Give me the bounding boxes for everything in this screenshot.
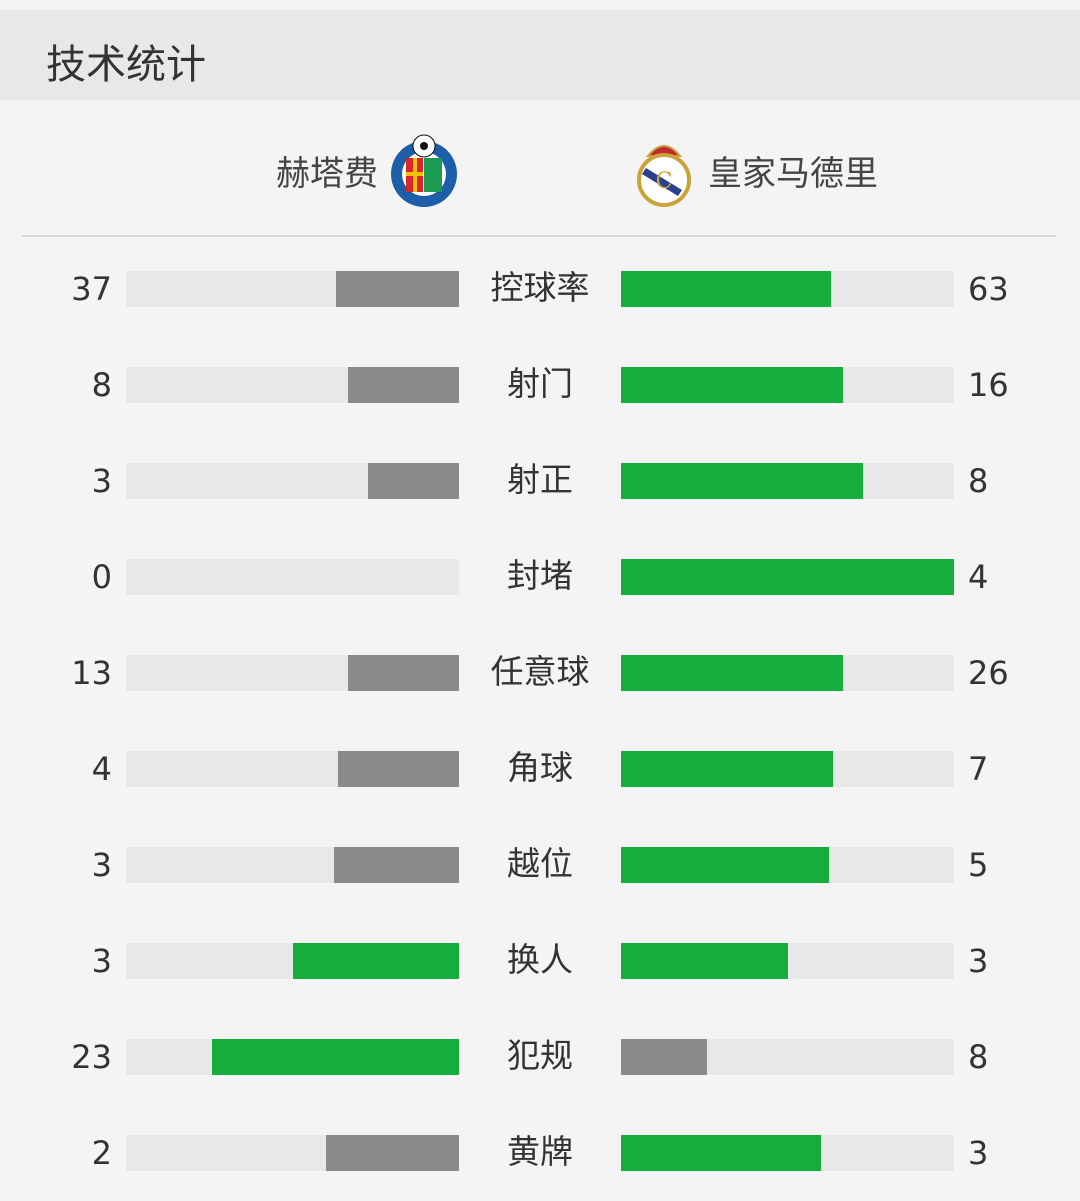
- home-bar-fill: [348, 367, 459, 403]
- away-bar-track: [621, 271, 954, 307]
- home-bar-track: [126, 1135, 459, 1171]
- page-title: 技术统计: [46, 42, 206, 88]
- header-bar: 技术统计: [0, 10, 1080, 100]
- home-bar-fill: [334, 847, 459, 883]
- stat-label: 角球: [507, 748, 573, 787]
- stat-row: 13 任意球 26: [0, 625, 1080, 721]
- away-value: 5: [968, 846, 989, 884]
- divider: [22, 235, 1056, 237]
- home-value: 3: [91, 462, 112, 500]
- away-bar-fill: [621, 655, 843, 691]
- stat-label: 任意球: [490, 652, 590, 691]
- home-value: 23: [71, 1038, 112, 1076]
- home-team-name: 赫塔费: [276, 153, 378, 194]
- home-bar-track: [126, 847, 459, 883]
- away-value: 8: [968, 1038, 989, 1076]
- home-value: 0: [91, 558, 112, 596]
- home-bar-track: [126, 655, 459, 691]
- away-bar-track: [621, 943, 954, 979]
- stats-list: 37 控球率 63 8 射门 16 3 射正 8 0 封堵 4 13 任意球 2…: [0, 241, 1080, 1201]
- stat-row: 23 犯规 8: [0, 1009, 1080, 1105]
- stat-row: 3 换人 3: [0, 913, 1080, 1009]
- away-bar-fill: [621, 271, 831, 307]
- stat-row: 3 射正 8: [0, 433, 1080, 529]
- away-bar-fill: [621, 943, 788, 979]
- away-value: 63: [968, 270, 1009, 308]
- home-bar-fill: [325, 1135, 459, 1171]
- away-value: 16: [968, 366, 1009, 404]
- home-value: 37: [71, 270, 112, 308]
- away-value: 3: [968, 1134, 989, 1172]
- away-bar-track: [621, 655, 954, 691]
- stat-label: 控球率: [490, 268, 590, 307]
- stat-label: 越位: [507, 844, 573, 883]
- away-value: 3: [968, 942, 989, 980]
- away-bar-fill: [621, 463, 864, 499]
- home-value: 3: [91, 846, 112, 884]
- away-bar-track: [621, 367, 954, 403]
- home-bar-fill: [211, 1039, 459, 1075]
- away-bar-fill: [621, 1039, 707, 1075]
- home-bar-track: [126, 751, 459, 787]
- away-bar-fill: [621, 367, 843, 403]
- home-bar-fill: [335, 271, 459, 307]
- stat-row: 4 角球 7: [0, 721, 1080, 817]
- stat-label: 犯规: [507, 1036, 573, 1075]
- stat-row: 8 射门 16: [0, 337, 1080, 433]
- away-value: 26: [968, 654, 1009, 692]
- away-bar-fill: [621, 559, 954, 595]
- home-value: 13: [71, 654, 112, 692]
- home-bar-track: [126, 271, 459, 307]
- home-value: 4: [91, 750, 112, 788]
- away-value: 4: [968, 558, 989, 596]
- home-bar-fill: [337, 751, 459, 787]
- home-bar-track: [126, 367, 459, 403]
- home-bar-fill: [368, 463, 459, 499]
- home-bar-fill: [292, 943, 459, 979]
- away-bar-track: [621, 559, 954, 595]
- home-bar-fill: [348, 655, 459, 691]
- home-bar-track: [126, 943, 459, 979]
- stat-row: 3 越位 5: [0, 817, 1080, 913]
- home-bar-track: [126, 463, 459, 499]
- real-madrid-crest-icon: C: [637, 145, 691, 207]
- away-bar-fill: [621, 847, 830, 883]
- stat-label: 射门: [507, 364, 573, 403]
- stat-row: 0 封堵 4: [0, 529, 1080, 625]
- svg-text:C: C: [656, 169, 673, 194]
- away-team-name: 皇家马德里: [708, 153, 878, 194]
- away-bar-track: [621, 751, 954, 787]
- away-bar-track: [621, 847, 954, 883]
- stat-row: 2 黄牌 3: [0, 1105, 1080, 1201]
- away-bar-fill: [621, 1135, 821, 1171]
- stat-row: 37 控球率 63: [0, 241, 1080, 337]
- away-bar-track: [621, 1135, 954, 1171]
- home-bar-track: [126, 1039, 459, 1075]
- home-value: 2: [91, 1134, 112, 1172]
- stat-label: 换人: [507, 940, 573, 979]
- home-value: 8: [91, 366, 112, 404]
- away-bar-track: [621, 1039, 954, 1075]
- home-bar-track: [126, 559, 459, 595]
- away-value: 7: [968, 750, 989, 788]
- stat-label: 射正: [507, 460, 573, 499]
- away-bar-track: [621, 463, 954, 499]
- away-value: 8: [968, 462, 989, 500]
- away-team[interactable]: C 皇家马德里: [626, 132, 878, 208]
- away-bar-fill: [621, 751, 833, 787]
- getafe-crest-icon: [391, 134, 457, 207]
- home-value: 3: [91, 942, 112, 980]
- stat-label: 黄牌: [507, 1132, 573, 1171]
- stat-label: 封堵: [507, 556, 573, 595]
- home-team[interactable]: 赫塔费: [276, 132, 462, 208]
